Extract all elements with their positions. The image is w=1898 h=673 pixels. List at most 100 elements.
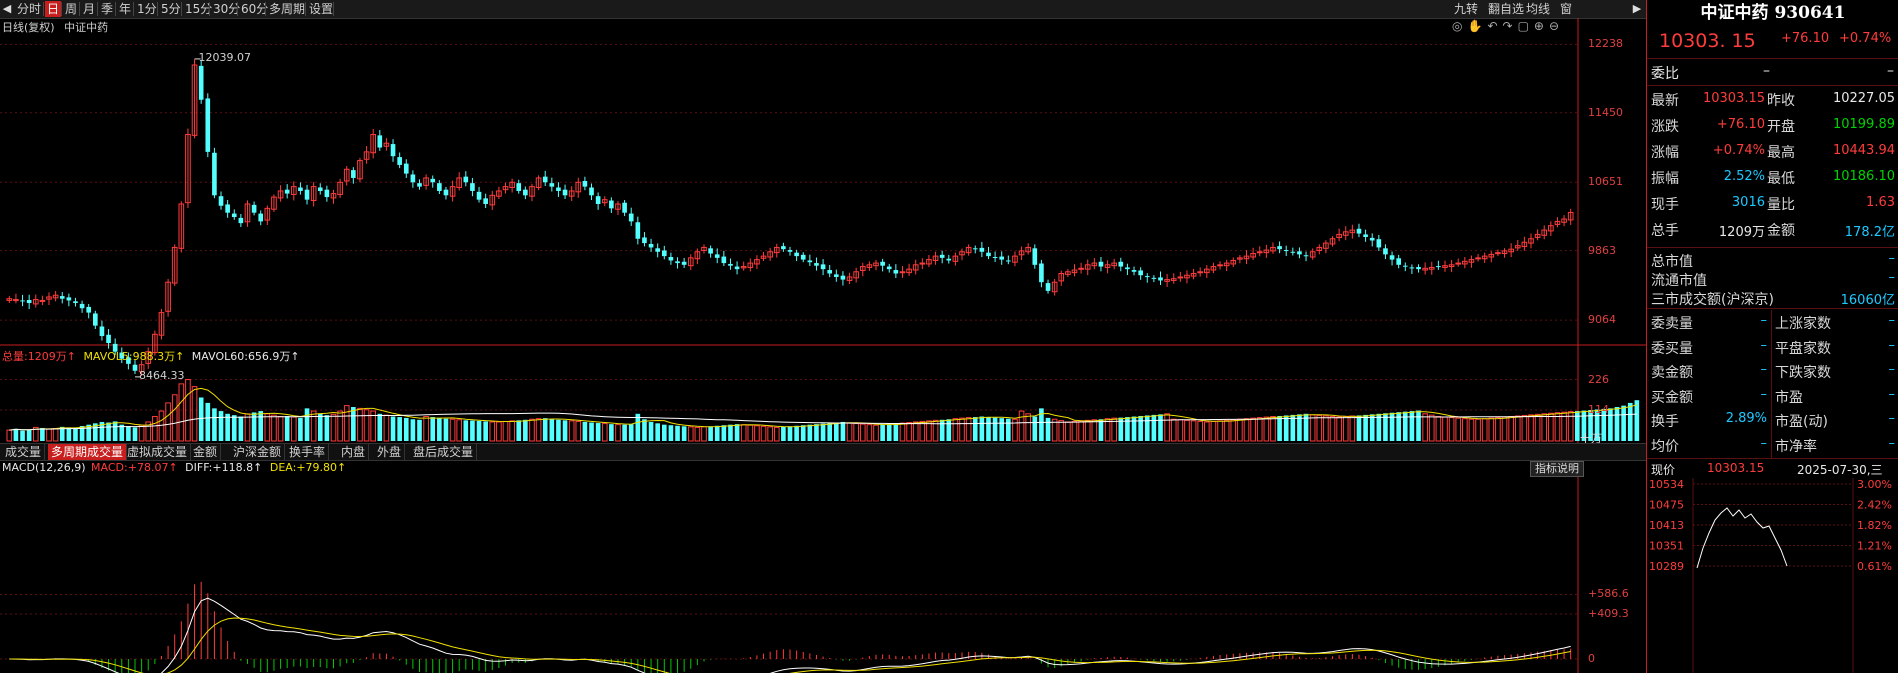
volume-bar [1481,418,1488,442]
volume-bar [403,417,409,441]
period-tab[interactable]: 15分 [185,2,213,16]
candle [1541,225,1548,240]
toolbar-option[interactable]: 翻自选 [1488,2,1525,16]
indicator-explain-button[interactable]: 指标说明 [1530,461,1584,477]
candle [1158,271,1163,285]
zoom-in-icon[interactable]: ⊕ [1533,19,1549,33]
candle [1190,268,1197,280]
indicator-tab[interactable]: 沪深金额 [230,444,286,460]
index-name-label: 中证中药 [64,21,109,34]
period-tab[interactable]: 60分 [241,2,269,16]
candle [787,246,793,256]
quote-label: 开盘 [1767,119,1795,135]
zoom-out-icon[interactable]: ⊖ [1548,19,1565,33]
candle [999,251,1005,265]
eye-icon[interactable]: ◎ [1452,19,1468,33]
prev-arrow-icon[interactable]: ◀ [2,2,12,15]
candle [1256,246,1263,257]
volume-bar [1309,414,1316,442]
indicator-tab[interactable]: 盘后成交量 [410,444,478,460]
indicator-tab[interactable]: 内盘 [338,444,370,460]
draw-icon[interactable]: ↷ [1502,19,1518,33]
macd-header: MACD(12,26,9) MACD:+78.07↑ DIFF:+118.8↑ … [2,461,346,474]
indicator-tab[interactable]: 外盘 [374,444,406,460]
quote-value: 3016 [1731,195,1765,210]
volume-bar [575,420,582,442]
volume-bar [509,420,515,442]
candle [496,186,502,199]
volume-bar [1621,405,1626,441]
volume-bar [238,416,244,441]
candle [138,360,145,377]
volume-bar [992,417,998,441]
period-tab[interactable]: 日 [45,1,62,17]
period-tab[interactable]: 设置 [309,2,334,16]
volume-bar [635,413,641,441]
volume-bar [99,421,105,441]
period-tab[interactable]: 月 [83,2,96,16]
period-tab[interactable]: 周 [65,2,78,16]
indicator-tab[interactable]: 成交量 [2,444,46,460]
period-tab[interactable]: 1分 [137,2,157,16]
candle [93,310,98,330]
volume-bar [1501,416,1508,442]
volume-bar [138,424,145,442]
chart-tools[interactable]: ◎✋↶↷▢⊕⊖ [1452,19,1564,33]
period-tab[interactable]: 分时 [17,2,42,16]
mini-left-tick: 10475 [1649,499,1684,512]
candle [853,267,859,283]
undo-icon[interactable]: ↶ [1487,19,1503,33]
candle [238,213,244,228]
volume-bar [383,414,390,442]
volume-bar [562,420,568,441]
volume-bar [873,424,879,442]
candle [1455,258,1462,267]
candle [397,152,402,169]
period-tab[interactable]: 年 [119,2,132,16]
indicator-tab[interactable]: 虚拟成交量 [124,444,192,460]
stat-label: 平盘家数 [1775,340,1831,357]
indicator-tab[interactable]: 金额 [190,444,222,460]
volume-bar [132,427,138,441]
diff-value: +118.8↑ [212,461,263,474]
candle [1554,217,1561,228]
candle [542,170,548,187]
toolbar-option[interactable]: 九转 [1454,2,1479,16]
candle [489,190,496,210]
volume-bar [1422,413,1428,442]
volume-bar [470,420,475,441]
indicator-tab[interactable]: 多周期成交量 [48,444,128,460]
candle [959,248,965,261]
volume-bar [926,420,932,442]
next-arrow-icon[interactable]: ▶ [1632,2,1642,15]
candle [529,183,535,202]
period-tab[interactable]: 30分 [213,2,241,16]
period-tab[interactable]: 5分 [161,2,181,16]
candle [568,186,575,201]
candle [1475,254,1481,262]
stat-label: 均价 [1651,438,1679,455]
period-tab[interactable]: 季 [101,2,114,16]
lock-icon[interactable]: ▢ [1517,19,1534,33]
candle [1250,247,1256,260]
volume-bar [1389,412,1395,441]
candle [873,259,879,271]
volume-bar [728,424,733,441]
toolbar-option[interactable]: 窗 [1560,2,1573,16]
volume-tick-label: 114 [1588,402,1609,416]
volume-bar [1144,415,1150,441]
hand-icon[interactable]: ✋ [1467,19,1488,33]
indicator-tab[interactable]: 换手率 [286,444,330,460]
candle [509,178,515,193]
candle [1402,262,1408,272]
period-tab[interactable]: 多周期 [269,2,306,16]
stat-label: 换手 [1651,414,1679,430]
candle [622,200,627,217]
toolbar-option[interactable]: 均线 [1526,2,1551,16]
volume-bar [568,420,575,442]
candle [1237,255,1243,264]
candle [952,252,959,266]
volume-bar [1071,420,1078,442]
volume-bar [1118,417,1124,441]
toolbar-separator [237,2,238,16]
